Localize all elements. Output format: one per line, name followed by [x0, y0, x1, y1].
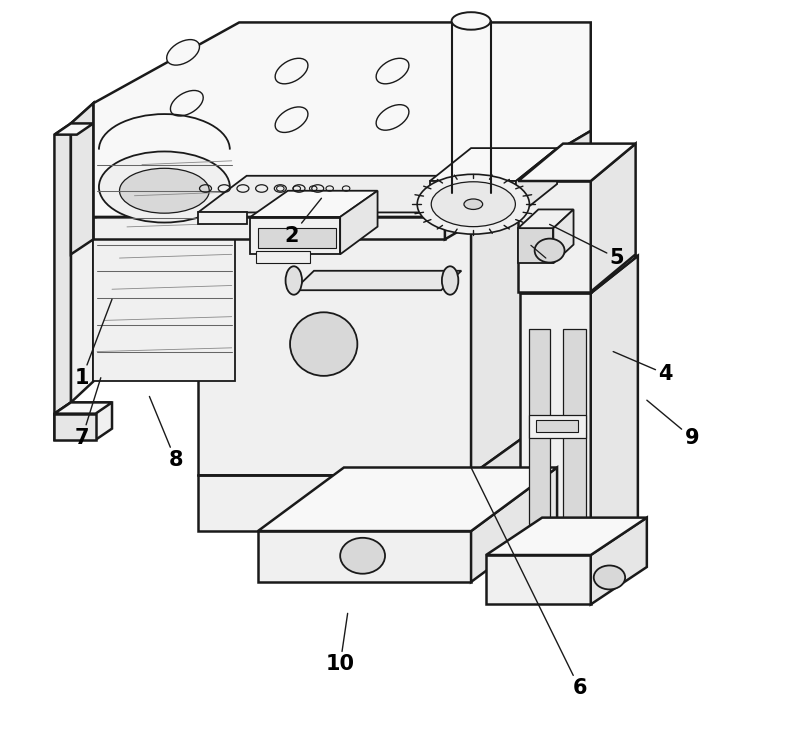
Ellipse shape [452, 12, 490, 30]
Ellipse shape [275, 58, 308, 84]
Polygon shape [590, 518, 647, 604]
Polygon shape [529, 415, 586, 438]
Polygon shape [486, 555, 590, 604]
Polygon shape [54, 402, 112, 440]
Ellipse shape [166, 40, 199, 65]
Polygon shape [54, 402, 112, 414]
Polygon shape [563, 329, 586, 524]
Ellipse shape [119, 168, 210, 213]
Polygon shape [536, 420, 578, 432]
Polygon shape [554, 209, 574, 263]
Ellipse shape [376, 58, 409, 84]
Polygon shape [518, 181, 590, 292]
Polygon shape [471, 131, 590, 475]
Polygon shape [250, 218, 340, 254]
Polygon shape [71, 103, 94, 254]
Polygon shape [198, 217, 471, 475]
Text: 10: 10 [326, 613, 354, 674]
Ellipse shape [594, 565, 625, 589]
Ellipse shape [431, 182, 515, 227]
Ellipse shape [275, 107, 308, 132]
Text: 8: 8 [150, 396, 183, 470]
Ellipse shape [464, 199, 482, 209]
Polygon shape [54, 123, 94, 135]
Polygon shape [258, 531, 471, 582]
Polygon shape [529, 329, 550, 524]
Polygon shape [518, 209, 574, 228]
Polygon shape [430, 148, 557, 181]
Text: 9: 9 [647, 400, 699, 447]
Ellipse shape [286, 266, 302, 295]
Polygon shape [518, 228, 554, 263]
Polygon shape [294, 271, 462, 290]
Polygon shape [430, 181, 516, 217]
Polygon shape [258, 468, 557, 531]
Text: 4: 4 [613, 352, 673, 384]
Text: 2: 2 [284, 198, 322, 245]
Polygon shape [94, 217, 445, 239]
Polygon shape [486, 518, 647, 555]
Polygon shape [198, 475, 471, 531]
Ellipse shape [290, 313, 358, 376]
Polygon shape [471, 389, 590, 531]
Polygon shape [516, 148, 557, 217]
Ellipse shape [99, 152, 230, 223]
Text: 7: 7 [75, 378, 101, 447]
Polygon shape [94, 120, 235, 381]
Polygon shape [94, 22, 590, 217]
Polygon shape [198, 176, 490, 212]
Polygon shape [54, 414, 95, 440]
Polygon shape [250, 191, 378, 217]
Polygon shape [256, 251, 310, 263]
Polygon shape [445, 131, 590, 239]
Text: 5: 5 [550, 224, 624, 268]
Polygon shape [471, 468, 557, 582]
Polygon shape [520, 293, 590, 557]
Polygon shape [258, 228, 337, 248]
Ellipse shape [418, 174, 530, 234]
Ellipse shape [340, 538, 385, 574]
Text: 6: 6 [471, 468, 586, 698]
Ellipse shape [442, 266, 458, 295]
Polygon shape [198, 212, 246, 224]
Polygon shape [590, 144, 636, 292]
Ellipse shape [534, 239, 565, 263]
Polygon shape [71, 103, 94, 402]
Text: 1: 1 [75, 299, 112, 387]
Polygon shape [520, 256, 638, 293]
Polygon shape [518, 144, 636, 181]
Ellipse shape [452, 184, 490, 202]
Polygon shape [590, 256, 638, 557]
Polygon shape [340, 191, 378, 254]
Ellipse shape [376, 105, 409, 130]
Polygon shape [54, 123, 71, 414]
Ellipse shape [170, 91, 203, 116]
